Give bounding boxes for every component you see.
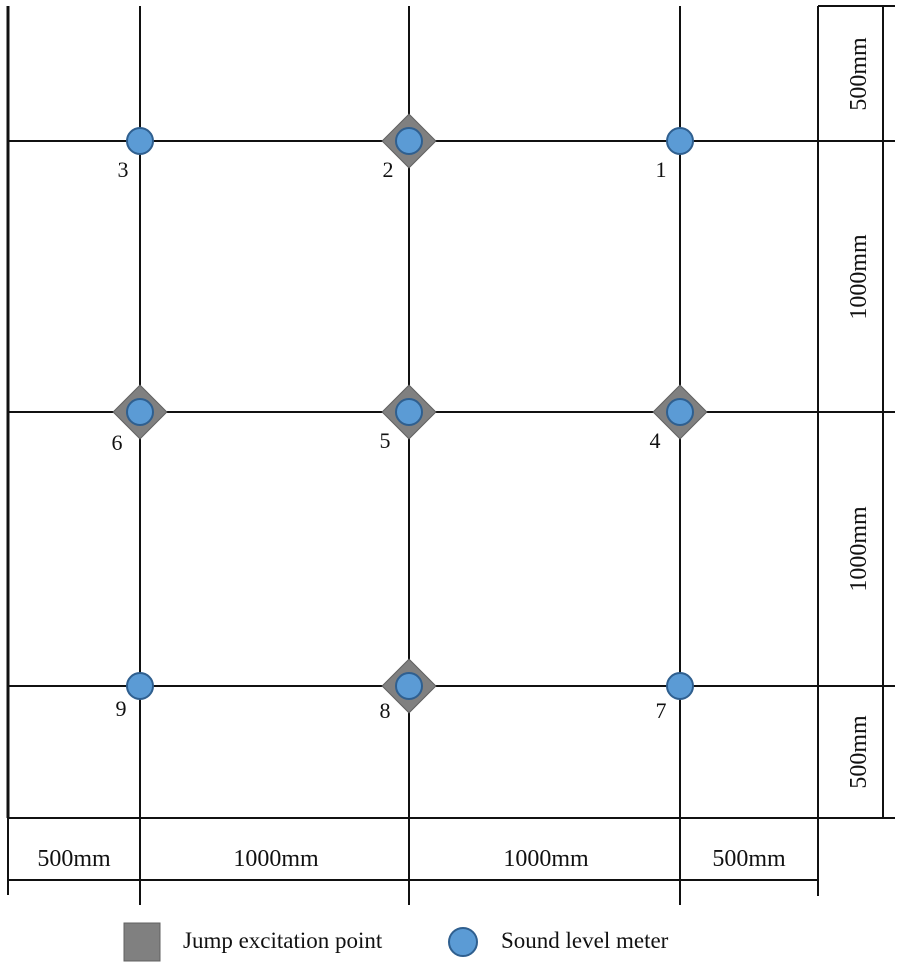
sound-level-meter-2 [395,127,423,155]
sound-level-meter-6 [126,398,154,426]
dim-h-4: 500mm [712,846,786,872]
sound-level-meter-3 [126,127,154,155]
dim-h-1: 500mm [37,846,111,872]
point-label-5: 5 [380,428,391,453]
sound-level-meter-5 [395,398,423,426]
legend: Jump excitation point Sound level meter [123,922,669,962]
legend-sensor-label: Sound level meter [501,928,669,953]
dim-h-2: 1000mm [233,846,319,872]
point-label-4: 4 [650,428,661,453]
measurement-points: 1 2 3 4 5 6 7 8 9 [112,113,708,723]
sound-level-meter-4 [666,398,694,426]
sound-level-meter-9 [126,672,154,700]
dim-v-4: 500mm [846,715,872,789]
point-label-6: 6 [112,430,123,455]
legend-excitation-label: Jump excitation point [183,928,383,953]
dimension-labels: 500mm 1000mm 1000mm 500mm 500mm 1000mm 1… [37,37,872,872]
dim-v-2: 1000mm [846,234,872,320]
point-label-7: 7 [656,698,667,723]
point-label-2: 2 [383,157,394,182]
dim-h-3: 1000mm [503,846,589,872]
sound-level-meter-8 [395,672,423,700]
sound-level-meter-1 [666,127,694,155]
point-label-3: 3 [118,157,129,182]
point-label-9: 9 [116,696,127,721]
blue-circle-icon [448,927,478,957]
point-label-8: 8 [380,698,391,723]
gray-square-icon [123,922,161,962]
dim-v-3: 1000mm [846,506,872,592]
grid-lines [6,5,895,905]
sound-level-meter-7 [666,672,694,700]
dim-v-1: 500mm [846,37,872,111]
point-label-1: 1 [656,157,667,182]
